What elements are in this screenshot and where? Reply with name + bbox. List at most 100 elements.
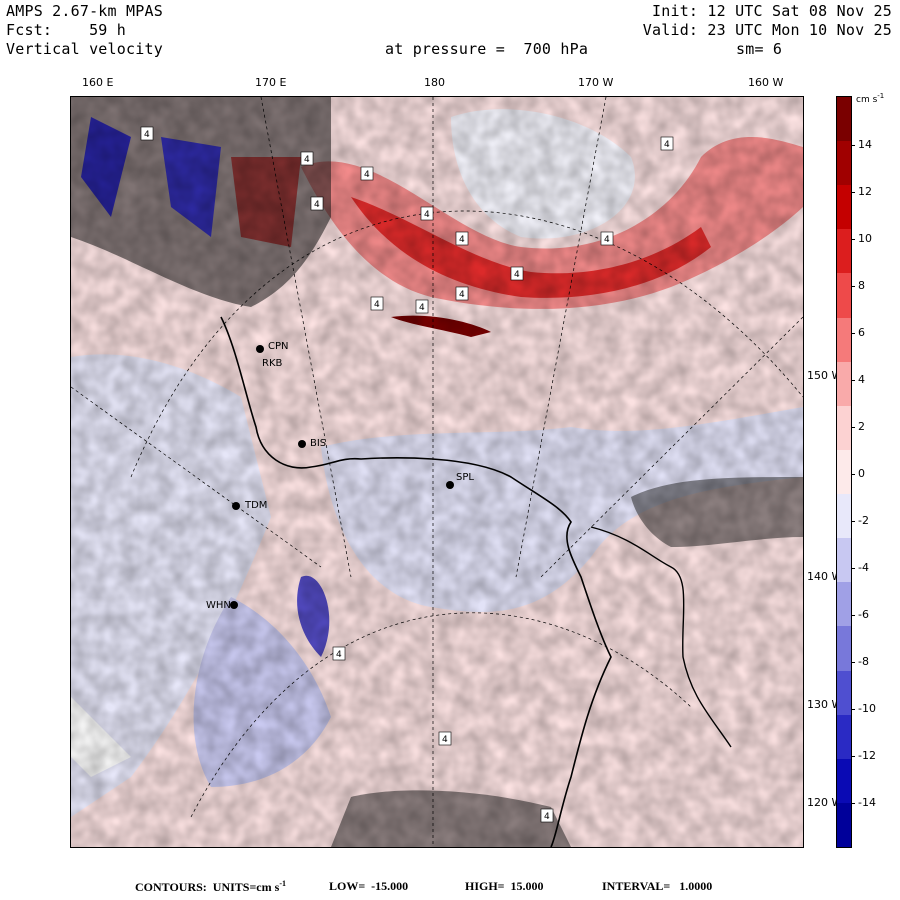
colorbar-tick-label: 0 [858,467,865,480]
colorbar-tick-label: 4 [858,373,865,386]
footer-high: HIGH= 15.000 [465,879,544,893]
station-marker-spl [446,481,454,489]
colorbar-tick-label: 12 [858,185,872,198]
vertical-velocity-map: 4 4 4 4 4 4 4 4 4 4 4 4 4 4 4 [70,96,804,848]
svg-text:4: 4 [514,270,520,280]
colorbar-band [837,185,851,230]
parallel-80s [190,612,692,818]
lon-label-180: 180 [424,76,445,89]
svg-text:4: 4 [664,140,670,150]
contour-label: 4 [510,266,524,281]
lon-label-170e: 170 E [255,76,287,89]
svg-text:4: 4 [144,130,150,140]
colorbar-tick-label: -6 [858,608,869,621]
footer-contours: CONTOURS: UNITS=cm s-1 [135,879,286,894]
colorbar-tick-label: 14 [858,138,872,151]
map-canvas: 4 4 4 4 4 4 4 4 4 4 4 4 4 4 4 [71,97,803,847]
colorbar-tick [851,286,855,287]
colorbar-tick [851,333,855,334]
pressure-level: at pressure = 700 hPa [385,40,589,58]
lon-label-160e: 160 E [82,76,114,89]
colorbar-band [837,494,851,539]
contour-label: 4 [420,206,434,221]
colorbar-band [837,802,851,848]
station-label-spl: SPL [456,472,474,483]
contour-label: 4 [140,126,154,141]
colorbar-band [837,538,851,583]
smoothing-label: sm= 6 [736,40,783,58]
contour-texture [71,97,803,847]
colorbar-tick-label: 8 [858,279,865,292]
colorbar-tick [851,427,855,428]
colorbar-tick-label: -4 [858,561,869,574]
colorbar-tick [851,192,855,193]
colorbar-tick [851,662,855,663]
colorbar-tick [851,568,855,569]
colorbar-tick [851,615,855,616]
coastline [220,316,612,847]
colorbar-tick [851,521,855,522]
colorbar-tick-label: -2 [858,514,869,527]
colorbar-tick-label: 2 [858,420,865,433]
contour-label: 4 [360,166,374,181]
footer-low: LOW= -15.000 [329,879,409,893]
svg-text:4: 4 [544,812,550,822]
svg-text:4: 4 [459,290,465,300]
svg-text:4: 4 [304,155,310,165]
lat-label-120w: 120 W [806,796,844,809]
station-marker-whn [230,601,238,609]
station-label-whn: WHN [206,600,231,611]
colorbar-band [837,361,851,407]
colorbar-band [837,582,851,627]
colorbar-band [837,670,851,716]
colorbar-tick [851,474,855,475]
parallel-75s [130,210,803,478]
svg-text:4: 4 [314,200,320,210]
contour-label: 4 [455,286,469,301]
svg-text:4: 4 [442,735,448,745]
contour-label: 4 [600,231,614,246]
contour-label: 4 [370,296,384,311]
colorbar-tick-label: -8 [858,655,869,668]
colorbar-tick-label: 10 [858,232,872,245]
colorbar-tick [851,709,855,710]
colorbar-tick-label: -14 [858,796,876,809]
graticule [71,97,803,847]
contour-label: 4 [300,151,314,166]
colorbar-tick [851,756,855,757]
station-marker-cpn [256,345,264,353]
station-label-bis: BIS [310,438,327,449]
station-marker-bis [298,440,306,448]
contour-label: 4 [415,299,429,314]
colorbar-tick [851,239,855,240]
forecast-hour: Fcst: 59 h [6,21,126,39]
colorbar-band [837,714,851,760]
footer-interval: INTERVAL= 1.0000 [602,879,713,893]
colorbar-tick [851,803,855,804]
field-name: Vertical velocity [6,40,163,58]
contour-label: 4 [660,136,674,151]
lat-label-130w: 130 W [806,698,844,711]
colorbar-band [837,449,851,495]
station-label-cpn: CPN [268,341,289,352]
svg-text:4: 4 [336,650,342,660]
colorbar-band [837,626,851,672]
lat-label-140w: 140 W [806,570,844,583]
colorbar-units: cm s-1 [856,92,885,105]
colorbar-band [837,758,851,804]
colorbar-tick [851,380,855,381]
contour-label: 4 [438,731,452,746]
contour-label: 4 [310,196,324,211]
lat-label-150w: 150 W [806,369,844,382]
colorbar-band [837,273,851,319]
station-marker-tdm [232,502,240,510]
colorbar-tick-label: 6 [858,326,865,339]
lon-label-170w: 170 W [578,76,614,89]
colorbar-tick-label: -12 [858,749,876,762]
colorbar-tick [851,145,855,146]
lon-label-160w: 160 W [748,76,784,89]
colorbar-band [837,317,851,363]
contour-label: 4 [455,231,469,246]
init-time: Init: 12 UTC Sat 08 Nov 25 [652,2,892,20]
svg-text:4: 4 [459,235,465,245]
